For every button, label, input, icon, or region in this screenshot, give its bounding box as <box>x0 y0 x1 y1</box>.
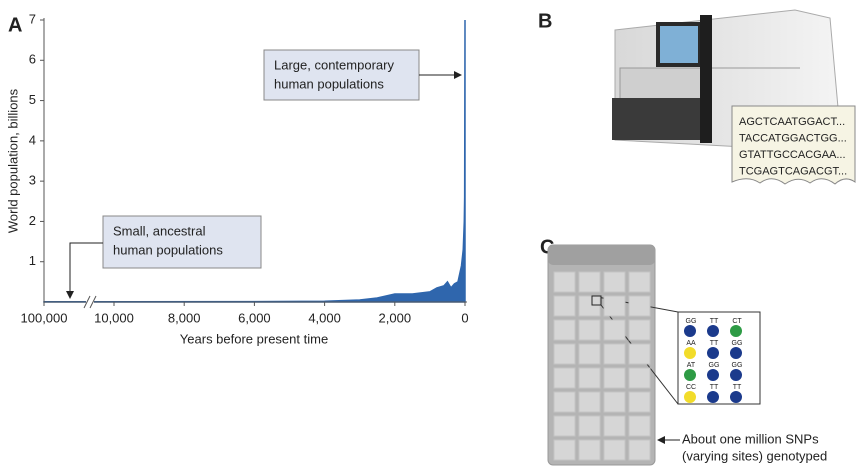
chip-array <box>553 319 576 341</box>
genotype-label: TT <box>710 340 719 347</box>
chip-array <box>628 367 651 389</box>
annotation-arrow <box>66 242 103 299</box>
y-axis-label: World population, billions <box>5 88 20 233</box>
genotype-dot <box>707 391 719 403</box>
genotype-dot <box>684 325 696 337</box>
sequence-read: TCGAGTCAGACGT... <box>739 165 847 177</box>
chip-array <box>578 439 601 461</box>
chip-array <box>578 367 601 389</box>
chip-array <box>628 343 651 365</box>
x-tick-label: 4,000 <box>308 310 341 325</box>
y-tick-label: 4 <box>29 132 36 147</box>
y-tick-label: 3 <box>29 173 36 188</box>
chip-array <box>603 319 626 341</box>
genotype-dot <box>730 369 742 381</box>
chip-array <box>628 415 651 437</box>
chip-array <box>553 439 576 461</box>
sequencer <box>612 9 856 185</box>
genotype-label: GG <box>709 362 720 369</box>
genotype-dot <box>707 347 719 359</box>
annotation-box <box>102 215 262 269</box>
chip-array <box>578 295 601 317</box>
panel-label: A <box>8 14 22 36</box>
chip-caption: About one million SNPs <box>682 431 819 446</box>
chip-array <box>553 343 576 365</box>
genotype-dot <box>684 369 696 381</box>
chip-array <box>578 319 601 341</box>
genotype-dot <box>707 325 719 337</box>
chip-caption: (varying sites) genotyped <box>682 448 827 463</box>
chip-array <box>603 367 626 389</box>
sequence-read: GTATTGCCACGAA... <box>739 149 846 161</box>
annotation-text: human populations <box>113 242 223 257</box>
genotype-label: CC <box>686 384 696 391</box>
highlight-square <box>591 295 602 306</box>
chip-array <box>578 271 601 293</box>
axis-break-gap <box>86 296 94 308</box>
x-tick-label: 6,000 <box>238 310 271 325</box>
x-tick-label: 0 <box>461 310 468 325</box>
y-tick-label: 2 <box>29 213 36 228</box>
chip-array <box>603 271 626 293</box>
sequence-reads: AGCTCAATGGACT... TACCATGGACTGG... GTATTGCC… <box>739 116 847 178</box>
annotation-text: Small, ancestral <box>113 223 206 238</box>
chip-array <box>603 295 626 317</box>
genotype-label: GG <box>732 362 743 369</box>
axis-break <box>83 295 91 309</box>
y-tick-label: 5 <box>29 92 36 107</box>
genotype-label: TT <box>733 384 742 391</box>
x-tick-label: 8,000 <box>168 310 201 325</box>
genotype-dot <box>730 391 742 403</box>
genotype-dot <box>684 391 696 403</box>
chip-array <box>628 295 651 317</box>
x-tick-label: 100,000 <box>21 310 68 325</box>
chip-array <box>603 415 626 437</box>
y-tick-label: 1 <box>29 253 36 268</box>
genotype-label: AT <box>687 362 696 369</box>
panel-label: B <box>538 10 552 32</box>
genotype-dot <box>730 347 742 359</box>
genotype-label: GG <box>732 340 743 347</box>
x-axis-label: Years before present time <box>180 331 328 346</box>
chip-array <box>578 343 601 365</box>
population-area <box>43 19 466 303</box>
axis-break <box>89 295 97 309</box>
chip-array <box>553 295 576 317</box>
chip-array <box>578 391 601 413</box>
chip-array <box>603 343 626 365</box>
genotype-label: GG <box>686 318 697 325</box>
sequence-read: TACCATGGACTGG... <box>739 132 847 144</box>
chip-array <box>628 319 651 341</box>
chip-array <box>553 391 576 413</box>
x-tick-label: 10,000 <box>94 310 134 325</box>
genotype-label: CT <box>732 318 742 325</box>
y-tick-label: 6 <box>29 52 36 67</box>
genotype-label: TT <box>710 384 719 391</box>
x-tick-label: 2,000 <box>379 310 412 325</box>
genotype-dot <box>707 369 719 381</box>
genotype-dot <box>730 325 742 337</box>
annotation-text: human populations <box>274 76 384 91</box>
snp-chip: GG TT CT AA TT GG AT GG GG CC TT TT About one millio… <box>547 244 827 466</box>
chip-array <box>578 415 601 437</box>
chip-array <box>628 391 651 413</box>
chip-array <box>553 367 576 389</box>
chip-array <box>553 271 576 293</box>
y-tick-label: 7 <box>29 11 36 26</box>
sequence-read: AGCTCAATGGACT... <box>739 116 845 128</box>
chip-array <box>603 439 626 461</box>
chip-array <box>603 391 626 413</box>
genotype-label: TT <box>710 318 719 325</box>
annotation-text: Large, contemporary <box>274 57 394 72</box>
population-chart: World population, billions Years before … <box>5 11 468 346</box>
chip-array <box>628 271 651 293</box>
chip-array <box>628 439 651 461</box>
genotype-label: AA <box>686 340 696 347</box>
chip-array <box>553 415 576 437</box>
genotype-dot <box>684 347 696 359</box>
